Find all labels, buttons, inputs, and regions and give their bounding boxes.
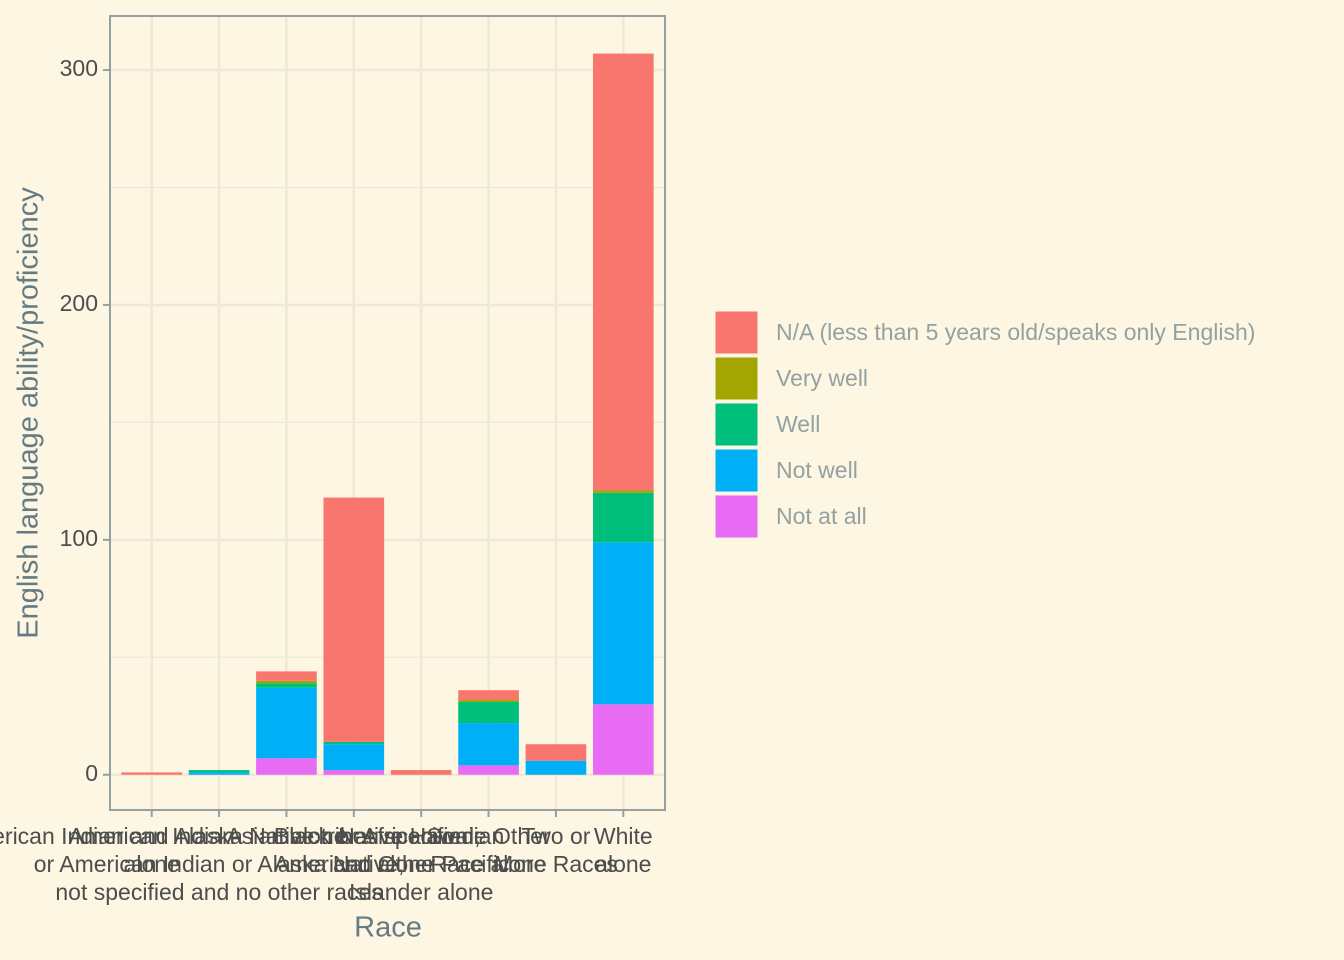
y-tick-label: 300 bbox=[60, 55, 98, 81]
x-tick-label: Native Hawaiian and Other Pacific Islander… bbox=[333, 823, 509, 905]
bar-segment bbox=[256, 758, 317, 775]
bar-segment bbox=[592, 704, 654, 775]
bar-segment bbox=[458, 723, 519, 766]
bar-segment bbox=[323, 741, 385, 745]
legend-label: Not well bbox=[776, 457, 858, 483]
legend-key bbox=[714, 448, 759, 493]
bar-segment bbox=[323, 744, 385, 771]
y-tick-label: 0 bbox=[85, 760, 98, 786]
bar-segment bbox=[592, 492, 654, 543]
legend-label: Very well bbox=[776, 365, 868, 391]
bar-segment bbox=[390, 770, 452, 775]
legend-key bbox=[714, 494, 759, 539]
bar-segment bbox=[592, 53, 654, 491]
bar-segment bbox=[592, 542, 654, 705]
bar-segment bbox=[458, 701, 519, 724]
bar-segment bbox=[323, 497, 385, 742]
bar-segment bbox=[458, 765, 519, 775]
x-tick-label: Asian alone bbox=[226, 823, 346, 849]
legend-key bbox=[714, 402, 759, 447]
bar-segment bbox=[256, 680, 317, 684]
legend-label: Well bbox=[776, 411, 820, 437]
bar-segment bbox=[592, 490, 654, 493]
x-tick-label: White alone bbox=[594, 823, 653, 877]
x-tick-label: Two or More Races bbox=[494, 823, 618, 877]
bar-segment bbox=[256, 671, 317, 681]
bar-segment bbox=[188, 772, 250, 775]
y-tick-label: 100 bbox=[60, 525, 98, 551]
y-tick-label: 200 bbox=[60, 290, 98, 316]
bar-segment bbox=[121, 772, 183, 775]
x-tick-label: American Indian and Alaska Native tribes… bbox=[0, 823, 481, 905]
bar-segment bbox=[256, 683, 317, 688]
legend-key bbox=[714, 310, 759, 355]
legend-label: Not at all bbox=[776, 503, 867, 529]
bar-segment bbox=[458, 690, 519, 700]
y-axis-title: English language ability/proficiency bbox=[13, 187, 45, 639]
x-tick-label: American Indian alone bbox=[69, 823, 235, 877]
x-tick-label: Black or African American alone bbox=[274, 823, 434, 877]
bar-segment bbox=[458, 699, 519, 702]
bar-segment bbox=[323, 770, 385, 775]
bar-segment bbox=[256, 687, 317, 759]
x-axis-title: Race bbox=[354, 912, 422, 944]
bar-segment bbox=[525, 760, 587, 775]
legend-key bbox=[714, 356, 759, 401]
bar-segment bbox=[525, 744, 587, 761]
legend-label: N/A (less than 5 years old/speaks only E… bbox=[776, 319, 1255, 345]
bar-segment bbox=[188, 770, 250, 773]
panel-border bbox=[109, 15, 666, 811]
x-tick-label: Some Other Race alone bbox=[427, 823, 551, 877]
